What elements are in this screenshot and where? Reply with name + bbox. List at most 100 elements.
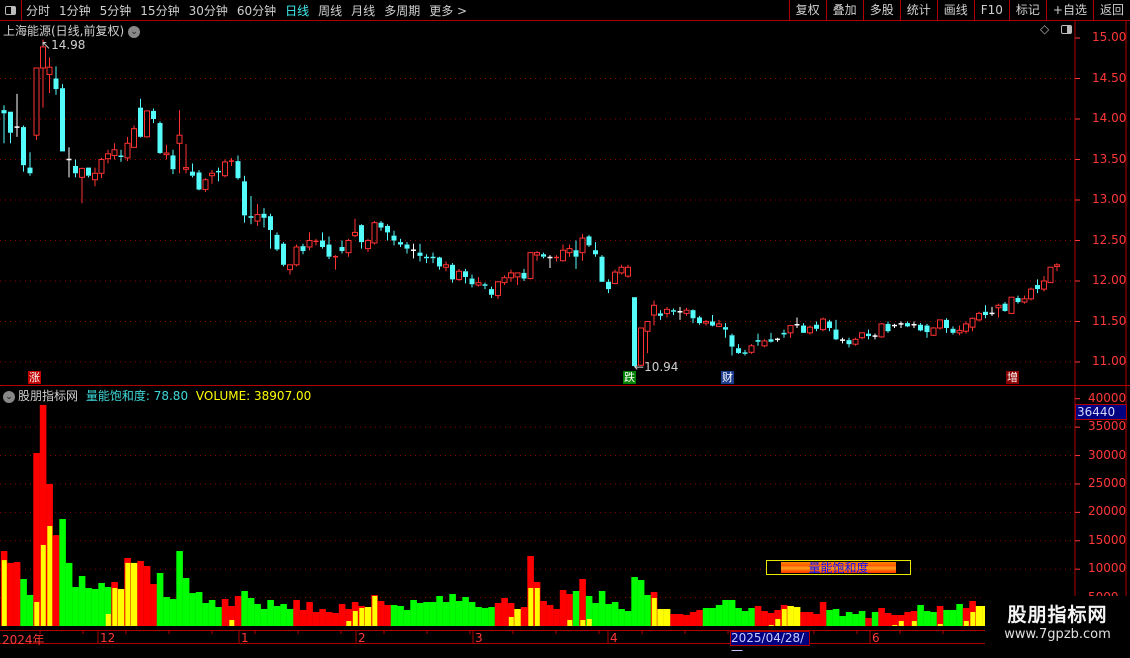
toolbar-button[interactable]: +自选 <box>1045 0 1093 20</box>
tab-period[interactable]: 多周期 <box>384 4 421 18</box>
event-marker[interactable]: 财 <box>721 371 734 384</box>
volume-bar <box>637 579 645 626</box>
volume-bar <box>618 609 625 626</box>
candle-down <box>866 333 871 337</box>
volume-bar <box>605 604 612 626</box>
tab-period[interactable]: 60分钟 <box>236 4 277 18</box>
volume-bar <box>631 577 638 626</box>
toolbar-button[interactable]: 叠加 <box>825 0 863 20</box>
toolbar-button[interactable]: 返回 <box>1092 0 1130 20</box>
tab-period[interactable]: 15分钟 <box>140 4 180 18</box>
volume-overlay-bar <box>775 619 781 626</box>
candle-up <box>33 67 40 136</box>
tab-period[interactable]: 5分钟 <box>99 4 132 18</box>
candle-up <box>807 326 813 334</box>
tab-period[interactable]: 周线 <box>318 4 343 18</box>
volume-bar <box>280 604 287 626</box>
volume-bar <box>468 602 476 626</box>
tab-period[interactable]: 月线 <box>351 4 376 18</box>
candle-up <box>930 327 937 336</box>
volume-overlay-bar <box>970 612 976 626</box>
tab-period[interactable]: 1分钟 <box>59 4 91 18</box>
date-label: 2024年 <box>2 633 45 647</box>
volume-bar <box>442 602 450 626</box>
candle-down <box>398 242 403 245</box>
volume-overlay-bar <box>534 587 540 626</box>
volume-bar <box>156 572 164 626</box>
toolbar-button[interactable]: 复权 <box>788 0 826 20</box>
toolbar-button[interactable]: 画线 <box>936 0 974 20</box>
candle-down <box>1015 298 1021 303</box>
volume-overlay-bar <box>125 562 131 626</box>
event-marker[interactable]: 增 <box>1006 371 1019 384</box>
candle-up <box>183 167 189 170</box>
volume-bar <box>917 604 924 626</box>
candle-down <box>827 321 832 328</box>
candle-down <box>339 246 345 252</box>
toolbar-button[interactable]: 多股 <box>862 0 900 20</box>
candle-up <box>124 142 131 159</box>
volume-overlay-bar <box>508 617 514 626</box>
toolbar-button[interactable]: 标记 <box>1008 0 1046 20</box>
tab-period[interactable]: 更多 > <box>429 4 468 18</box>
candle-up <box>820 318 826 331</box>
stock-title[interactable]: 上海能源(日线,前复权) ⌄ <box>3 22 141 39</box>
toolbar-button[interactable]: 统计 <box>899 0 937 20</box>
volume-axis-label: 15000 <box>1088 532 1127 547</box>
candle-down <box>814 324 819 329</box>
volume-bar <box>338 604 346 626</box>
candle-down <box>918 324 923 331</box>
volume-bar <box>728 599 736 626</box>
volume-bar <box>670 614 677 626</box>
volume-bar <box>215 607 222 626</box>
candle-up <box>514 272 521 278</box>
volume-bar <box>878 607 885 626</box>
candle-down <box>599 256 605 282</box>
candle-up <box>92 172 98 181</box>
candle-up <box>638 327 644 366</box>
volume-bar <box>592 602 599 626</box>
candle-down <box>235 161 241 179</box>
volume-bar <box>169 599 177 626</box>
candle-down <box>157 123 163 154</box>
event-marker[interactable]: 跌 <box>623 371 636 384</box>
event-marker[interactable]: 涨 <box>28 371 41 384</box>
candle-down <box>450 264 455 280</box>
chevron-down-icon[interactable]: ⌄ <box>128 25 141 38</box>
date-label: 1 <box>241 631 249 645</box>
volume-bar <box>319 609 326 626</box>
chevron-down-icon[interactable]: ⌄ <box>3 390 15 403</box>
tab-period[interactable]: 30分钟 <box>188 4 228 18</box>
candle-up <box>79 167 85 178</box>
tab-period[interactable]: 分时 <box>26 4 51 18</box>
volume-bar <box>390 604 398 626</box>
toolbar-button[interactable]: F10 <box>973 0 1009 20</box>
candle-up <box>566 248 573 254</box>
indicator-name: 量能饱和度: 78.80 <box>85 389 189 403</box>
candle-up <box>40 46 46 69</box>
candle-down <box>53 78 59 90</box>
volume-bar <box>130 562 138 626</box>
candle-down <box>248 216 254 218</box>
volume-bar <box>930 612 937 626</box>
layout-toggle-button[interactable] <box>0 0 22 20</box>
volume-overlay-bar <box>963 621 969 626</box>
volume-axis-label: 40000 <box>1088 390 1127 405</box>
volume-bar <box>611 602 619 626</box>
volume-bar <box>202 602 209 626</box>
diamond-icon[interactable]: ◇ <box>1040 22 1050 36</box>
volume-bar <box>488 607 495 626</box>
volume-bar <box>787 606 794 626</box>
candle-down <box>729 335 735 347</box>
panel-toggle-icon[interactable] <box>1061 25 1072 34</box>
low-price-annotation: ←10.94 <box>634 360 679 374</box>
candle-down <box>21 127 26 166</box>
volume-bar <box>423 602 430 626</box>
candle-up <box>46 66 53 75</box>
price-axis-label: 13.00 <box>1092 192 1127 206</box>
tab-period[interactable]: 日线 <box>285 4 310 18</box>
candle-down <box>755 340 761 342</box>
volume-overlay-bar <box>567 619 573 626</box>
volume-bar <box>150 584 157 626</box>
